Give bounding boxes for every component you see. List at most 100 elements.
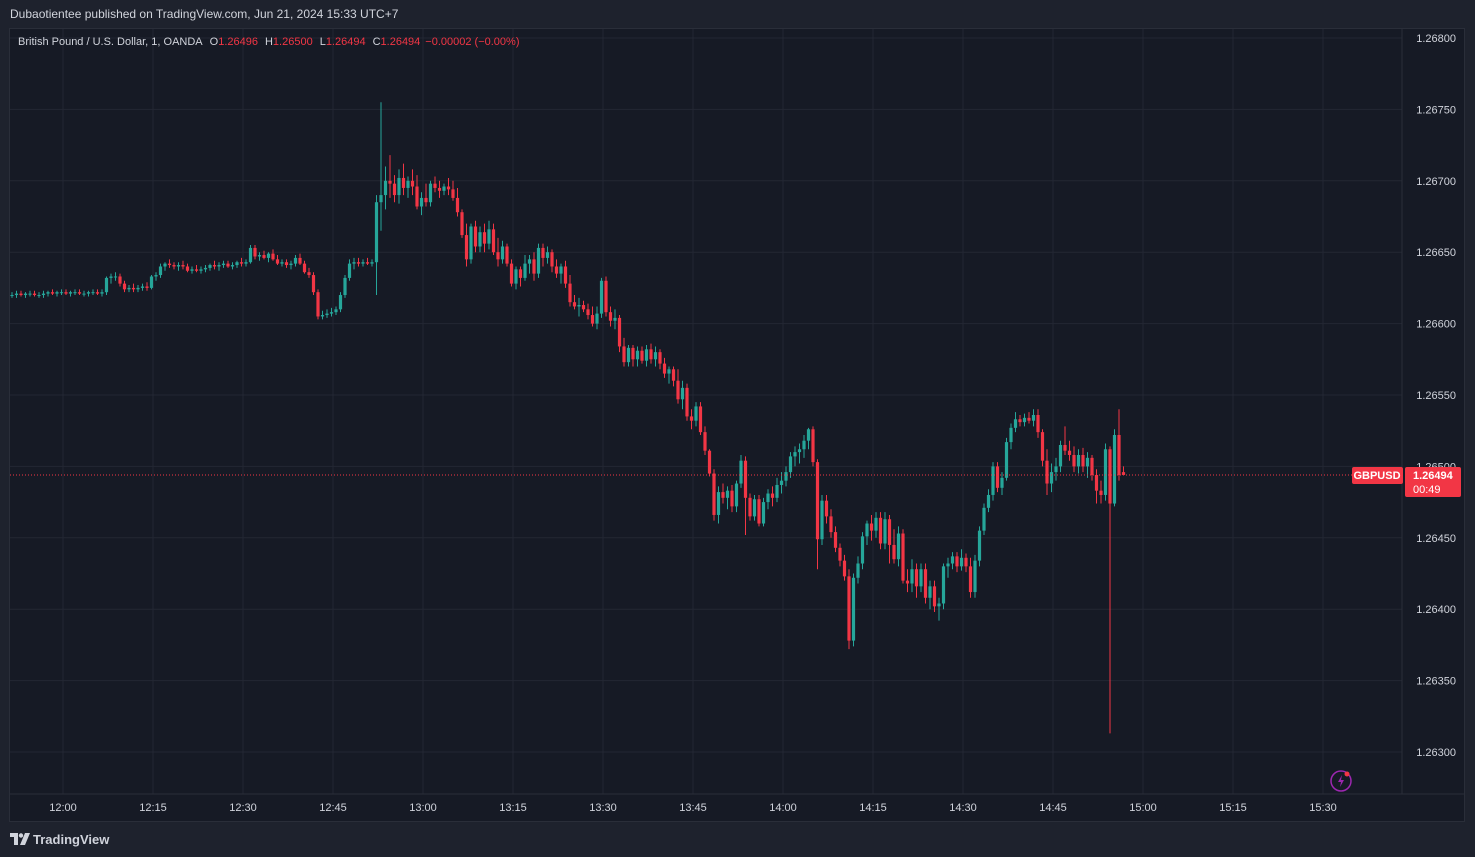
- candle: [140, 283, 145, 291]
- candle: [973, 554, 977, 598]
- candle: [1036, 409, 1040, 438]
- candle: [986, 489, 991, 513]
- candle: [869, 514, 874, 541]
- candle-body: [1117, 434, 1121, 475]
- candle-body: [1058, 444, 1063, 467]
- candle-body: [847, 576, 851, 641]
- candle-body: [293, 257, 298, 264]
- candle: [307, 267, 311, 278]
- lightning-icon[interactable]: [1330, 770, 1352, 792]
- candle-body: [676, 380, 680, 400]
- candle: [532, 252, 536, 281]
- chart-panel[interactable]: [9, 28, 1465, 822]
- candle-body: [959, 557, 964, 567]
- candle-body: [406, 180, 410, 188]
- candle-body: [1067, 450, 1072, 455]
- candle: [253, 245, 257, 260]
- candle-body: [604, 280, 608, 313]
- candle: [370, 259, 374, 267]
- candle: [896, 526, 901, 567]
- candle: [725, 486, 730, 510]
- candle: [343, 275, 347, 298]
- candle-body: [383, 180, 388, 196]
- candle-body: [181, 265, 185, 267]
- candle-body: [145, 286, 149, 288]
- candle-body: [527, 259, 532, 264]
- candle: [878, 512, 883, 550]
- candle: [338, 292, 343, 313]
- candle: [932, 580, 937, 613]
- candle-body: [788, 456, 793, 473]
- time-tick-label: 15:00: [1129, 802, 1157, 814]
- candle-body: [433, 183, 437, 188]
- candle: [680, 380, 685, 410]
- candle: [509, 259, 514, 287]
- candle: [770, 486, 775, 507]
- candle: [442, 183, 446, 196]
- candle-body: [784, 472, 788, 481]
- time-tick-label: 15:30: [1309, 802, 1337, 814]
- candle-body: [928, 586, 932, 598]
- legend: British Pound / U.S. Dollar, 1, OANDA O …: [18, 36, 519, 48]
- candle: [595, 306, 599, 330]
- candle-body: [1031, 414, 1036, 421]
- candle: [347, 259, 352, 281]
- time-tick-label: 14:45: [1039, 802, 1067, 814]
- time-axis: 12:00 12:15 12:30 12:45 13:00 13:15 13:30 13:45…: [49, 802, 1337, 814]
- candle-body: [577, 305, 581, 307]
- candle-body: [1085, 457, 1090, 467]
- candle: [793, 446, 797, 467]
- candle-body: [361, 262, 365, 264]
- candle-body: [653, 352, 658, 360]
- candle: [991, 462, 995, 501]
- candle: [599, 277, 604, 318]
- candle: [356, 257, 361, 267]
- candle-body: [950, 556, 955, 564]
- candle: [190, 266, 194, 274]
- candle: [208, 263, 212, 271]
- candle-body: [734, 483, 739, 507]
- candle: [608, 306, 613, 327]
- candle: [824, 494, 829, 524]
- candle-body: [595, 313, 599, 324]
- candle-body: [464, 235, 469, 260]
- candle: [820, 494, 824, 545]
- candle-body: [491, 229, 496, 253]
- candle: [613, 309, 617, 330]
- last-price-tag: 1.26494 00:49: [1405, 466, 1461, 497]
- candle-body: [217, 265, 221, 267]
- candle-body: [883, 519, 887, 544]
- candle: [82, 290, 86, 297]
- candle-body: [811, 429, 815, 463]
- candle: [212, 260, 217, 270]
- candle: [806, 427, 811, 450]
- candle: [316, 289, 320, 320]
- candle-body: [208, 265, 212, 268]
- candle: [860, 532, 865, 570]
- candle-body: [829, 516, 833, 533]
- candle-body: [451, 189, 455, 198]
- candle-body: [496, 252, 500, 260]
- candle-body: [662, 363, 667, 374]
- candle-body: [554, 266, 559, 274]
- candle-body: [523, 263, 527, 278]
- candle: [1027, 412, 1031, 424]
- candle-body: [806, 429, 811, 441]
- candle-body: [617, 317, 622, 347]
- legend-close-label: C: [373, 36, 381, 48]
- candle-body: [473, 226, 478, 247]
- candle: [410, 169, 415, 196]
- candle: [887, 514, 892, 564]
- candle: [325, 309, 329, 318]
- candle: [784, 466, 788, 487]
- candle: [293, 255, 298, 267]
- candle-body: [1018, 419, 1022, 423]
- candle-body: [185, 266, 190, 271]
- candle: [703, 426, 707, 455]
- candle-body: [370, 262, 374, 264]
- candle: [1108, 446, 1112, 734]
- candle: [968, 557, 973, 598]
- candle: [766, 489, 770, 510]
- candle: [649, 343, 653, 364]
